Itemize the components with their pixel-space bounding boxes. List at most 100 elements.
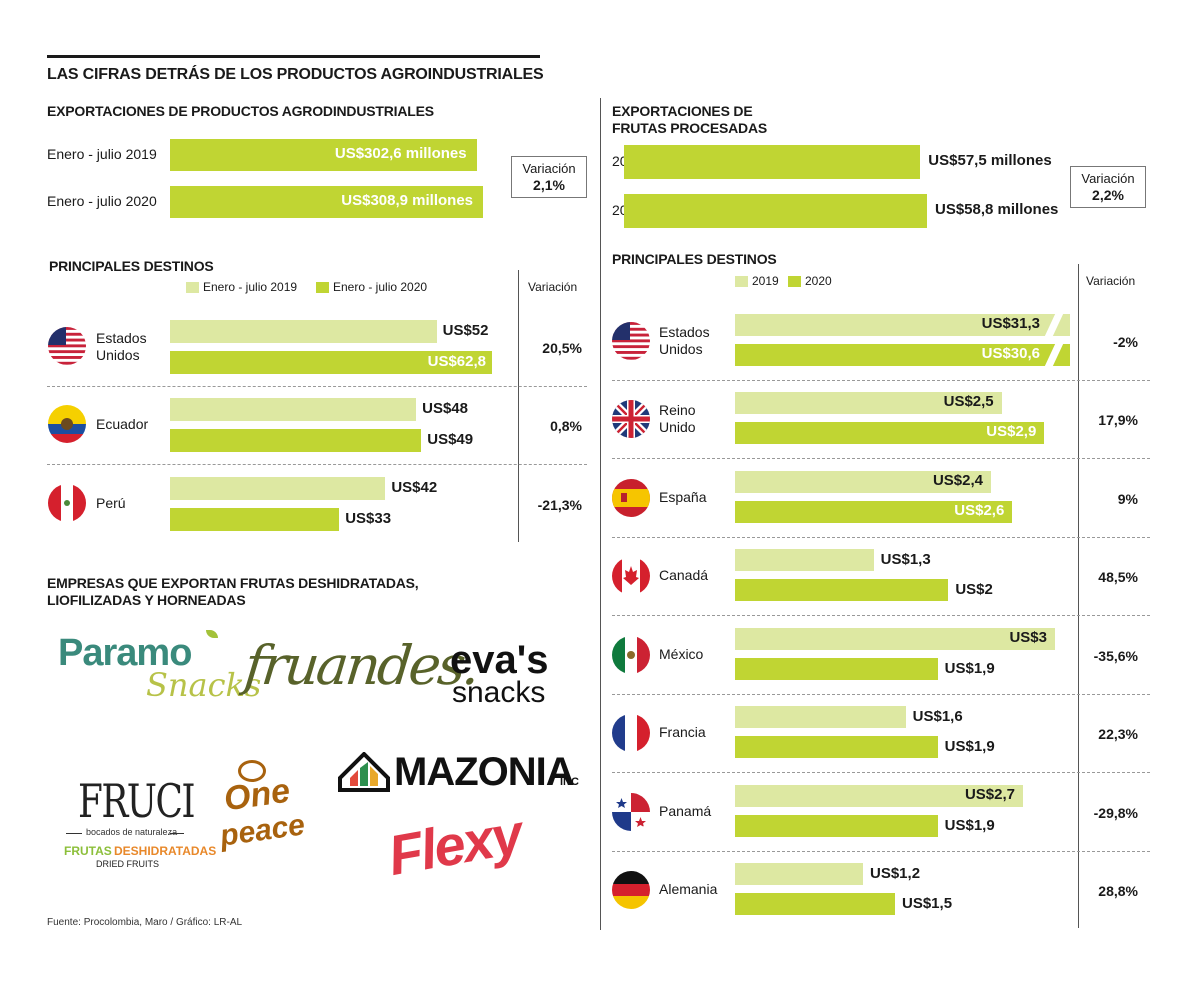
fruit-dest-label-2019: US$3 bbox=[1009, 629, 1047, 646]
fruit-dest-variation: 17,9% bbox=[1098, 412, 1138, 428]
agro-dest-variation: 20,5% bbox=[542, 340, 582, 356]
fruit-row-separator bbox=[612, 380, 1150, 381]
usa-flag-icon bbox=[48, 327, 86, 365]
agro-bar-label: US$302,6 millones bbox=[334, 145, 467, 162]
fruit-dest-bar-2019: US$31,3 bbox=[735, 312, 1070, 338]
fruit-country-name: México bbox=[659, 646, 704, 662]
agro-variation-divider bbox=[518, 270, 519, 542]
fruit-exports-title-line1: EXPORTACIONES DE bbox=[612, 103, 753, 119]
fruit-legend-2020: 2020 bbox=[805, 274, 832, 288]
fruit-dest-label-2019: US$2,7 bbox=[964, 786, 1015, 803]
fruci-logo: FRUCI bocados de naturaleza FRUTAS DESHI… bbox=[62, 774, 216, 873]
page-title: LAS CIFRAS DETRÁS DE LOS PRODUCTOS AGROI… bbox=[47, 66, 544, 83]
fruci-dried: DRIED FRUITS bbox=[96, 859, 159, 869]
fruci-logo-text: FRUCI bbox=[78, 774, 196, 828]
fruit-dest-bar-2020: US$2,6 bbox=[735, 501, 1013, 523]
spain-flag-icon bbox=[612, 479, 650, 517]
fruit-variation-box: Variación 2,2% bbox=[1070, 166, 1146, 208]
agro-dest-label-2020: US$33 bbox=[345, 510, 392, 527]
fruit-dest-label-2019: US$1,2 bbox=[870, 865, 921, 882]
evas-logo-text: eva's bbox=[450, 638, 549, 682]
fruit-dest-label-2020: US$2 bbox=[955, 581, 993, 598]
agro-dest-bar-2020: US$62,8 bbox=[170, 351, 492, 374]
fruit-dest-label-2020: US$2,6 bbox=[954, 502, 1005, 519]
fruit-dest-bar-2019 bbox=[735, 706, 906, 728]
fruit-dest-bar-2019 bbox=[735, 549, 874, 571]
axis-break-icon bbox=[1043, 342, 1065, 368]
axis-break-icon bbox=[1043, 312, 1065, 338]
peru-flag-icon bbox=[48, 484, 86, 522]
fruit-dest-variation: -2% bbox=[1113, 334, 1138, 350]
fruit-destinations-title: PRINCIPALES DESTINOS bbox=[612, 251, 777, 267]
agro-dest-label-2019: US$48 bbox=[422, 400, 468, 417]
fruit-legend-2019-swatch bbox=[735, 276, 748, 287]
fruit-dest-bar-2019: US$2,4 bbox=[735, 471, 991, 493]
fruit-dest-bar-2019: US$2,7 bbox=[735, 785, 1023, 807]
fruci-frutas: FRUTAS bbox=[64, 844, 112, 858]
agro-variation-label: Variación bbox=[522, 161, 576, 176]
agro-dest-variation: 0,8% bbox=[550, 418, 582, 434]
agro-country-name: Ecuador bbox=[96, 416, 149, 432]
agro-dest-label-2019: US$42 bbox=[391, 479, 438, 496]
source-note: Fuente: Procolombia, Maro / Gráfico: LR-… bbox=[47, 917, 243, 928]
fruit-dest-variation: -35,6% bbox=[1093, 648, 1138, 664]
fruit-variation-label: Variación bbox=[1081, 171, 1135, 186]
companies-title-line2: LIOFILIZADAS Y HORNEADAS bbox=[47, 592, 246, 608]
paramo-snacks-logo: Paramo Snacks bbox=[58, 630, 261, 707]
fruit-country-name: Panamá bbox=[659, 803, 712, 819]
fruit-variation-header: Variación bbox=[1086, 274, 1136, 288]
fruit-dest-label-2020: US$1,9 bbox=[944, 738, 995, 755]
fruit-country-name: Francia bbox=[659, 724, 706, 740]
fruit-country-name-line2: Unido bbox=[659, 419, 696, 435]
agro-legend-2019: Enero - julio 2019 bbox=[203, 280, 298, 294]
fruit-bar bbox=[624, 145, 921, 179]
fruit-country-name: Estados bbox=[659, 324, 710, 340]
fruit-dest-variation: 28,8% bbox=[1098, 883, 1138, 899]
fruit-dest-bar-2020 bbox=[735, 579, 949, 601]
flexy-logo-text: Flexy bbox=[383, 801, 526, 888]
agro-dest-bar-2020 bbox=[170, 508, 340, 531]
agro-variation-box: Variación 2,1% bbox=[511, 156, 587, 198]
fruit-dest-bar-2019: US$3 bbox=[735, 628, 1055, 650]
fruit-row-separator bbox=[612, 694, 1150, 695]
paramo-logo-text: Paramo bbox=[58, 632, 192, 674]
mazonia-logo: MAZONIA INC bbox=[338, 750, 579, 795]
fruit-country-name: Reino bbox=[659, 402, 696, 418]
fruit-country-name: España bbox=[659, 489, 707, 505]
agro-dest-label-2020: US$62,8 bbox=[427, 353, 486, 370]
agro-exports-title: EXPORTACIONES DE PRODUCTOS AGRODINDUSTRI… bbox=[47, 103, 434, 119]
agro-country-name: Estados bbox=[96, 330, 147, 346]
agro-dest-bar-2020 bbox=[170, 429, 422, 452]
fruit-bar bbox=[624, 194, 927, 228]
agro-dest-label-2019: US$52 bbox=[442, 322, 489, 339]
fruit-row-separator bbox=[612, 851, 1150, 852]
agro-bar: US$308,9 millones bbox=[170, 186, 483, 218]
title-rule bbox=[47, 55, 540, 58]
fruit-dest-label-2020: US$1,9 bbox=[944, 817, 995, 834]
fruit-row-separator bbox=[612, 615, 1150, 616]
usa-flag-icon bbox=[612, 322, 650, 360]
fruit-dest-bar-2020: US$2,9 bbox=[735, 422, 1045, 444]
agro-bar: US$302,6 millones bbox=[170, 139, 477, 171]
evas-snacks-logo: eva's snacks bbox=[450, 638, 575, 712]
fruandes-logo: fruandes. bbox=[242, 628, 481, 713]
fruit-legend-2020-swatch bbox=[788, 276, 801, 287]
fruit-variation-value: 2,2% bbox=[1092, 187, 1124, 203]
evas-snacks-text: snacks bbox=[452, 676, 546, 709]
fruit-row-separator bbox=[612, 772, 1150, 773]
fruit-dest-label-2019: US$1,6 bbox=[912, 708, 963, 725]
agro-dest-label-2020: US$49 bbox=[427, 431, 474, 448]
fruit-dest-label-2019: US$2,5 bbox=[943, 393, 994, 410]
fruit-dest-label-2020: US$1,5 bbox=[902, 895, 953, 912]
mexico-flag-icon bbox=[612, 636, 650, 674]
fruci-deshidratadas: DESHIDRATADAS bbox=[114, 844, 217, 858]
fruit-exports-title-line2: FRUTAS PROCESADAS bbox=[612, 120, 768, 136]
mazonia-logo-text: MAZONIA bbox=[394, 750, 575, 794]
agro-destinations-title: PRINCIPALES DESTINOS bbox=[49, 258, 214, 274]
flexy-logo: Flexy bbox=[384, 802, 538, 897]
fruit-row-separator bbox=[612, 537, 1150, 538]
fruit-dest-label-2020: US$1,9 bbox=[944, 660, 995, 677]
fruit-dest-variation: -29,8% bbox=[1093, 805, 1138, 821]
agro-dest-bar-2019 bbox=[170, 320, 437, 343]
fruit-country-name: Alemania bbox=[659, 881, 718, 897]
